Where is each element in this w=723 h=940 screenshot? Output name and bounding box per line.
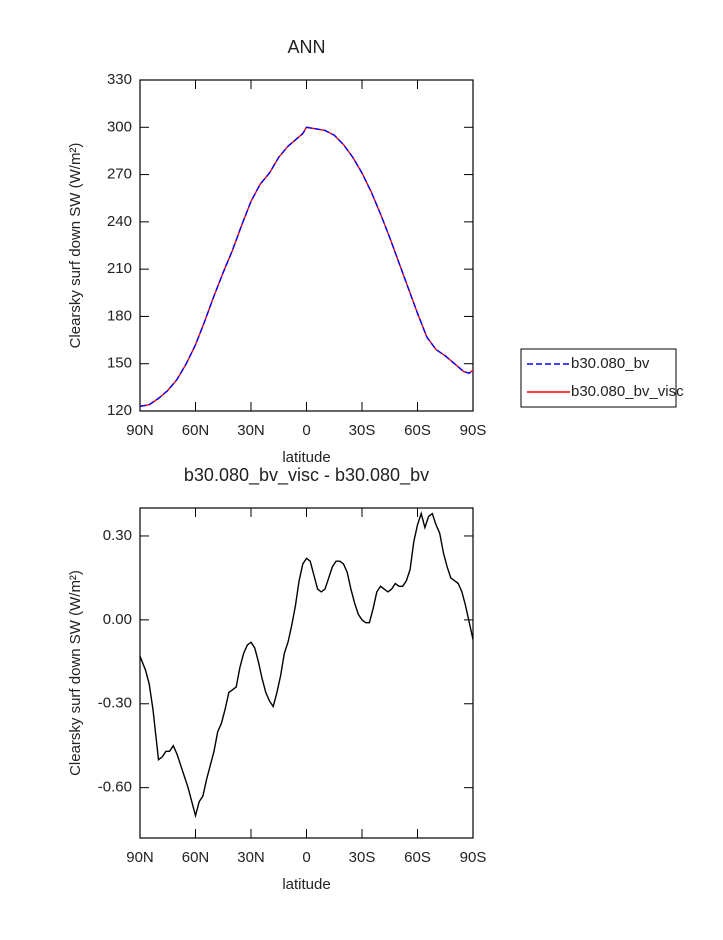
y-tick-label: -0.30 — [98, 695, 132, 712]
x-tick-label: 90N — [126, 849, 154, 866]
legend-box — [520, 348, 677, 408]
y-tick-label: 180 — [107, 307, 132, 324]
x-tick-label: 30N — [237, 849, 265, 866]
x-tick-label: 60S — [404, 422, 431, 439]
y-tick-label: 330 — [107, 71, 132, 88]
y-tick-label: 300 — [107, 118, 132, 135]
y-tick-label: 210 — [107, 260, 132, 277]
x-tick-label: 0 — [302, 849, 310, 866]
chart-title: b30.080_bv_visc - b30.080_bv — [184, 465, 429, 486]
x-tick-label: 90N — [126, 422, 154, 439]
y-axis-label: Clearsky surf down SW (W/m²) — [67, 143, 84, 349]
y-tick-label: 150 — [107, 355, 132, 372]
plot-frame — [139, 79, 474, 412]
x-tick-label: 30S — [349, 422, 376, 439]
y-tick-label: 240 — [107, 213, 132, 230]
x-tick-label: 90S — [460, 422, 487, 439]
y-tick-label: -0.60 — [98, 779, 132, 796]
x-tick-label: 60N — [182, 849, 210, 866]
data-line — [139, 126, 474, 407]
chart-title: ANN — [287, 37, 325, 57]
x-tick-label: 60S — [404, 849, 431, 866]
y-axis-label: Clearsky surf down SW (W/m²) — [67, 570, 84, 776]
data-line — [139, 126, 474, 407]
y-tick-label: 120 — [107, 402, 132, 419]
legend-label: b30.080_bv — [571, 355, 650, 372]
x-tick-label: 30S — [349, 849, 376, 866]
legend-label: b30.080_bv_visc — [571, 383, 684, 400]
x-axis-label: latitude — [282, 876, 330, 893]
x-tick-label: 60N — [182, 422, 210, 439]
x-tick-label: 0 — [302, 422, 310, 439]
y-tick-label: 0.00 — [103, 611, 132, 628]
x-axis-label: latitude — [282, 449, 330, 466]
y-tick-label: 270 — [107, 166, 132, 183]
data-line — [139, 511, 474, 819]
y-tick-label: 0.30 — [103, 527, 132, 544]
x-tick-label: 30N — [237, 422, 265, 439]
x-tick-label: 90S — [460, 849, 487, 866]
